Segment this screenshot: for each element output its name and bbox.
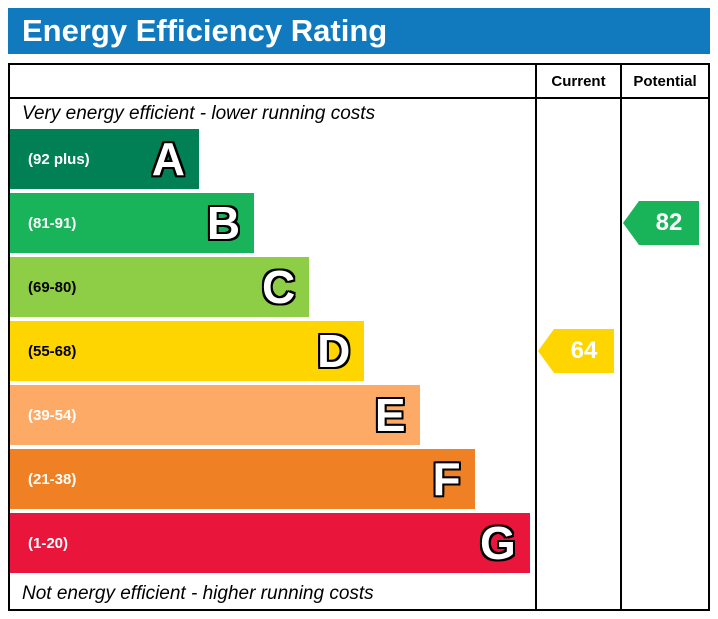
band-f: (21-38) F [10,449,475,509]
band-letter: G [479,517,516,569]
band-letter: A [151,133,185,185]
current-rating-value: 64 [554,329,614,373]
current-column-header: Current [535,65,620,99]
top-note: Very energy efficient - lower running co… [22,103,376,124]
epc-chart: Current Potential Very energy efficient … [8,63,710,611]
band-range-label: (81-91) [28,214,77,232]
potential-rating-value: 82 [639,201,699,245]
band-b: (81-91) B [10,193,255,253]
bottom-note: Not energy efficient - higher running co… [22,583,374,604]
band-range-label: (39-54) [28,406,77,424]
band-range-label: (1-20) [28,534,69,552]
band-range-label: (55-68) [28,342,77,360]
current-arrow: 64 [538,329,614,373]
band-e: (39-54) E [10,385,420,445]
current-column: 64 [535,99,620,609]
band-g: (1-20) G [10,513,530,573]
potential-arrow-tip-icon [623,201,639,245]
band-c: (69-80) C [10,257,310,317]
band-a: (92 plus) A [10,129,199,189]
table-corner-cell [10,65,535,99]
page-title-text: Energy Efficiency Rating [22,13,388,48]
potential-column: 82 [620,99,708,609]
bands: (92 plus) A (81-91) B (69-80) C (55-68) D (39-54… [10,129,535,577]
current-arrow-tip-icon [538,329,554,373]
band-letter: D [317,325,351,377]
band-letter: B [206,197,241,249]
band-range-label: (69-80) [28,278,77,296]
page-title: Energy Efficiency Rating [8,8,710,54]
band-letter: C [262,261,296,313]
band-range-label: (21-38) [28,470,77,488]
potential-column-header: Potential [620,65,708,99]
band-letter: F [432,453,461,505]
band-range-label: (92 plus) [28,150,90,168]
band-d: (55-68) D [10,321,365,381]
rating-scale-area: Very energy efficient - lower running co… [10,99,535,609]
band-letter: E [374,389,406,441]
potential-arrow: 82 [623,201,699,245]
